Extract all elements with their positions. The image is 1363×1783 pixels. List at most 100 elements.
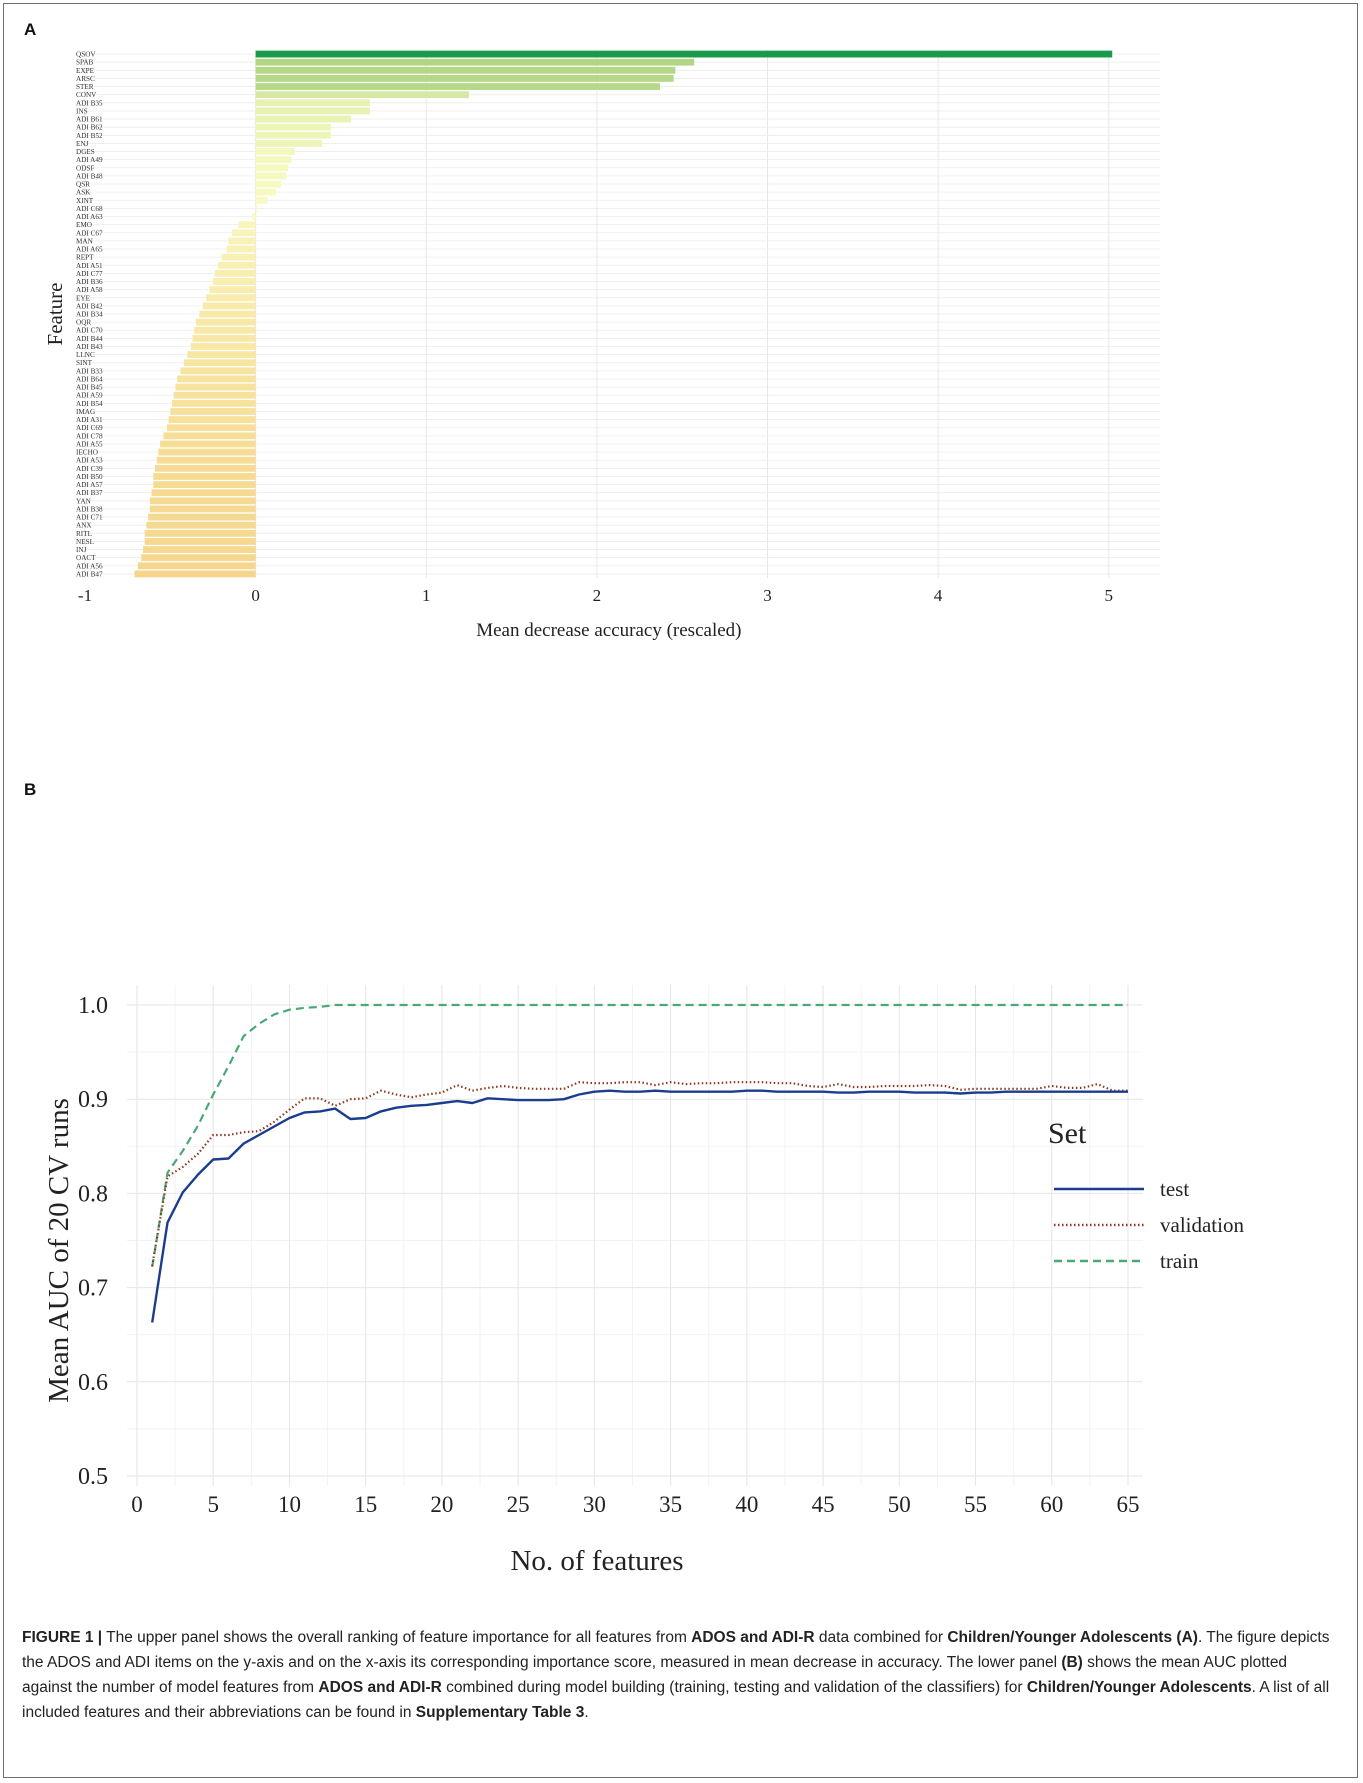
tick-label-y: ADI C71 bbox=[76, 514, 103, 522]
tick-label-x: 0 bbox=[131, 1492, 143, 1517]
tick-label-x: 4 bbox=[934, 586, 943, 605]
tick-label-y: DGES bbox=[76, 148, 95, 156]
bar bbox=[238, 221, 256, 229]
bar bbox=[255, 66, 676, 74]
caption-bold: Children/Younger Adolescents bbox=[947, 1629, 1173, 1646]
tick-label-x: 5 bbox=[207, 1492, 219, 1517]
tick-label-y: ADI B47 bbox=[76, 570, 103, 578]
x-axis-title: No. of features bbox=[510, 1545, 683, 1577]
tick-label-y: XINT bbox=[76, 197, 94, 205]
tick-label-y: ADI B64 bbox=[76, 375, 103, 383]
bar bbox=[190, 343, 256, 350]
caption-text: combined during model building (training… bbox=[441, 1679, 1027, 1696]
tick-label-y: ARSC bbox=[76, 75, 95, 83]
tick-label-y: ASK bbox=[76, 189, 91, 197]
bar bbox=[183, 359, 256, 367]
tick-label-y: REPT bbox=[76, 254, 94, 262]
tick-label-x: 25 bbox=[507, 1492, 530, 1517]
tick-label-y: ADI B43 bbox=[76, 343, 103, 351]
tick-label-y: ADI B37 bbox=[76, 489, 103, 497]
bar bbox=[134, 570, 256, 578]
tick-label-y: ADI C77 bbox=[76, 270, 103, 278]
bar bbox=[255, 131, 331, 139]
bar bbox=[255, 99, 370, 107]
bar bbox=[255, 50, 1113, 58]
bar bbox=[255, 140, 323, 147]
tick-label-y: SPAB bbox=[76, 59, 94, 67]
caption-text: . A list of all included features and th… bbox=[22, 1679, 1330, 1721]
bar bbox=[209, 286, 256, 294]
bar bbox=[172, 399, 256, 407]
tick-label-y: ADI A51 bbox=[76, 262, 103, 270]
legend-label: train bbox=[1160, 1249, 1199, 1273]
bar bbox=[187, 351, 256, 359]
bar bbox=[153, 481, 256, 488]
bar bbox=[231, 229, 256, 237]
bar bbox=[194, 326, 256, 334]
bar bbox=[149, 497, 256, 505]
tick-label-y: 0.5 bbox=[78, 1464, 108, 1490]
tick-label-y: ADI B44 bbox=[76, 335, 103, 343]
tick-label-y: ENJ bbox=[76, 140, 89, 148]
tick-label-y: ADI B61 bbox=[76, 116, 103, 124]
tick-label-y: 0.8 bbox=[78, 1181, 108, 1207]
bar bbox=[168, 416, 256, 424]
caption-bold: ADOS and ADI-R bbox=[318, 1679, 442, 1696]
bar bbox=[156, 456, 256, 464]
tick-label-y: ADI A63 bbox=[76, 213, 103, 221]
bar bbox=[255, 188, 277, 196]
tick-label-y: QSR bbox=[76, 181, 90, 189]
figure-caption: FIGURE 1 | The upper panel shows the ove… bbox=[22, 1625, 1340, 1725]
tick-label-y: EXPE bbox=[76, 67, 95, 75]
bar bbox=[154, 464, 256, 472]
caption-bold: Children/Younger Adolescents bbox=[1026, 1679, 1252, 1696]
bar bbox=[202, 302, 256, 310]
tick-label-y: ADI A53 bbox=[76, 457, 103, 465]
bar bbox=[175, 383, 256, 391]
tick-label-x: 1 bbox=[422, 586, 431, 605]
tick-label-y: ADI C69 bbox=[76, 424, 103, 432]
bar bbox=[255, 164, 289, 172]
tick-label-y: IECHO bbox=[76, 449, 98, 457]
bar bbox=[226, 245, 256, 253]
bar bbox=[163, 432, 256, 440]
panel-b-letter: B bbox=[24, 780, 37, 799]
bar bbox=[214, 269, 256, 277]
tick-label-y: SINT bbox=[76, 359, 93, 367]
tick-label-x: 60 bbox=[1040, 1492, 1063, 1517]
bar bbox=[137, 562, 256, 570]
tick-label-x: 40 bbox=[735, 1492, 758, 1517]
caption-text: The upper panel shows the overall rankin… bbox=[102, 1629, 692, 1646]
tick-label-y: ADI A59 bbox=[76, 392, 103, 400]
tick-label-y: ADI B33 bbox=[76, 367, 103, 375]
tick-label-y: QSOV bbox=[76, 51, 96, 59]
bar bbox=[255, 115, 352, 123]
bar bbox=[148, 513, 256, 521]
tick-label-y: ADI A49 bbox=[76, 156, 103, 164]
caption-bold: ADOS and ADI-R bbox=[691, 1629, 815, 1646]
tick-label-y: 0.7 bbox=[78, 1276, 108, 1302]
bar bbox=[255, 58, 695, 66]
bar bbox=[146, 521, 256, 529]
bar bbox=[212, 278, 256, 285]
bar bbox=[158, 448, 256, 456]
tick-label-y: CONV bbox=[76, 91, 97, 99]
tick-label-y: EYE bbox=[76, 294, 91, 302]
tick-label-y: ANX bbox=[76, 522, 92, 530]
tick-label-y: ADI C39 bbox=[76, 465, 103, 473]
tick-label-y: YAN bbox=[76, 497, 92, 505]
bar bbox=[255, 204, 258, 212]
bar bbox=[252, 213, 256, 220]
tick-label-y: ADI A65 bbox=[76, 246, 103, 254]
bar bbox=[149, 505, 256, 513]
caption-text: . bbox=[584, 1704, 589, 1721]
tick-label-y: MAN bbox=[76, 237, 94, 245]
bar bbox=[166, 424, 256, 432]
bar bbox=[206, 294, 256, 302]
tick-label-y: 0.9 bbox=[78, 1087, 108, 1113]
legend-label: validation bbox=[1160, 1213, 1244, 1237]
bar bbox=[255, 180, 282, 188]
tick-label-x: 35 bbox=[659, 1492, 682, 1517]
tick-label-x: 65 bbox=[1117, 1492, 1140, 1517]
